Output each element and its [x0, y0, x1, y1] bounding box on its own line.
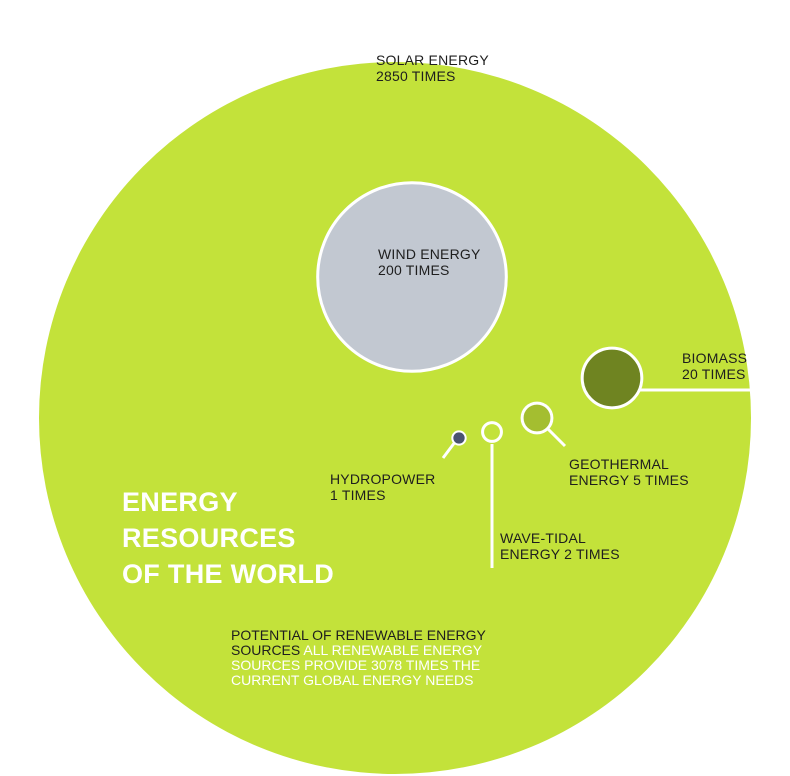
label-solar-line1: SOLAR ENERGY — [376, 52, 489, 68]
bubble-biomass — [580, 346, 644, 410]
chart-title-line3: OF THE WORLD — [122, 559, 335, 589]
chart-title-line1: ENERGY — [122, 487, 238, 517]
leader-hydropower — [441, 441, 457, 459]
label-biomass-line2: 20 TIMES — [682, 366, 746, 382]
footnote-light-text: ALL RENEWABLE ENERGY SOURCES PROVIDE 307… — [231, 642, 482, 688]
label-hydropower-line2: 1 TIMES — [330, 487, 386, 503]
label-hydropower: HYDROPOWER 1 TIMES — [330, 471, 435, 503]
label-biomass: BIOMASS 20 TIMES — [682, 350, 747, 382]
label-geothermal-line1: GEOTHERMAL — [569, 456, 670, 472]
label-hydropower-line1: HYDROPOWER — [330, 471, 436, 487]
leader-geothermal — [545, 426, 567, 448]
label-wind-line1: WIND ENERGY — [378, 246, 481, 262]
label-geothermal-line2: ENERGY 5 TIMES — [569, 472, 689, 488]
label-solar-line2: 2850 TIMES — [376, 68, 456, 84]
bubble-solar-energy — [39, 62, 751, 774]
label-wave-tidal-line1: WAVE-TIDAL — [500, 530, 587, 546]
label-wind-line2: 200 TIMES — [378, 262, 450, 278]
label-geothermal: GEOTHERMAL ENERGY 5 TIMES — [569, 456, 689, 488]
chart-title-line2: RESOURCES — [122, 523, 296, 553]
chart-title: ENERGY RESOURCES OF THE WORLD — [122, 484, 334, 592]
label-biomass-line1: BIOMASS — [682, 350, 748, 366]
bubble-geothermal-energy — [520, 401, 554, 435]
chart-footnote: POTENTIAL OF RENEWABLE ENERGY SOURCES AL… — [231, 628, 551, 688]
label-wave-tidal-line2: ENERGY 2 TIMES — [500, 546, 620, 562]
bubble-hydropower — [451, 430, 467, 446]
label-wave-tidal: WAVE-TIDAL ENERGY 2 TIMES — [500, 530, 620, 562]
bubble-wind-energy — [316, 181, 508, 373]
label-solar: SOLAR ENERGY 2850 TIMES — [376, 52, 489, 84]
label-wind: WIND ENERGY 200 TIMES — [378, 246, 481, 278]
bubble-wave-tidal-energy — [481, 421, 503, 443]
footnote-dark-text: POTENTIAL OF RENEWABLE ENERGY SOURCES — [231, 627, 486, 658]
